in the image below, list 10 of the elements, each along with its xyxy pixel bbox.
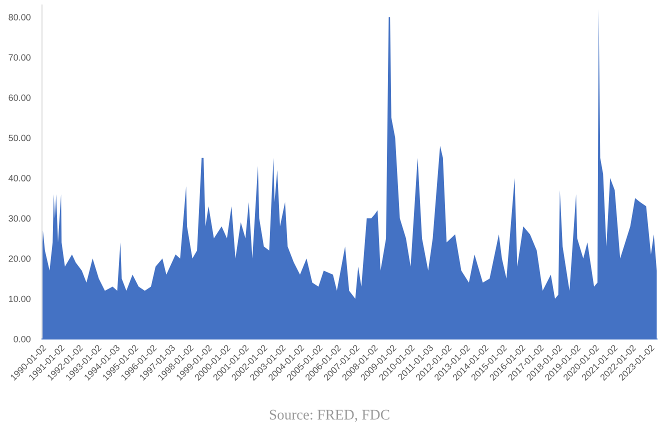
y-tick-label: 10.00 — [8, 296, 31, 302]
y-tick-label: 70.00 — [8, 54, 31, 61]
y-tick-label: 80.00 — [8, 14, 31, 20]
y-tick-label: 60.00 — [8, 94, 31, 101]
source-note: Source: FRED, FDC — [270, 410, 390, 422]
y-tick-label: 20.00 — [8, 255, 31, 262]
y-tick-label: 30.00 — [8, 215, 31, 222]
y-tick-label: 0.00 — [14, 336, 31, 342]
y-tick-label: 40.00 — [8, 175, 31, 182]
y-tick-label: 50.00 — [8, 134, 31, 142]
